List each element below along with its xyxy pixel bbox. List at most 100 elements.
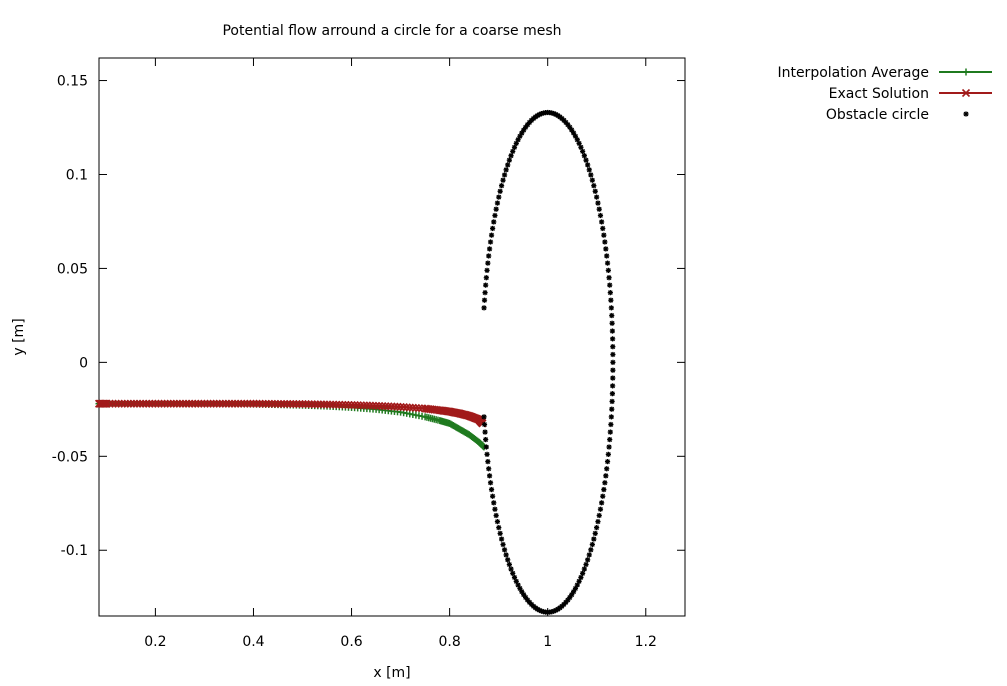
x-tick-label: 1 — [543, 634, 552, 650]
y-tick-label: 0.15 — [57, 74, 88, 90]
data-point — [497, 188, 503, 194]
data-point — [249, 399, 258, 408]
data-point — [194, 399, 203, 408]
data-point — [603, 246, 609, 252]
data-point — [492, 506, 498, 512]
data-point — [209, 399, 218, 408]
legend-label: Obstacle circle — [826, 107, 929, 123]
data-point — [602, 239, 608, 245]
y-axis-ticks: 0.15 0.1 0.05 0 -0.05 -0.1 — [52, 74, 685, 559]
data-point — [295, 399, 304, 409]
data-point — [224, 399, 234, 408]
data-point — [267, 399, 276, 408]
data-point — [172, 399, 181, 408]
data-point — [607, 436, 613, 443]
data-point — [151, 399, 160, 408]
data-point — [481, 414, 487, 420]
data-point — [316, 400, 325, 409]
series-layer — [94, 109, 616, 615]
data-point — [595, 200, 601, 206]
data-point — [365, 401, 374, 410]
data-point — [493, 206, 499, 212]
data-point — [604, 260, 611, 266]
data-point — [608, 297, 614, 303]
data-point — [589, 541, 595, 548]
data-point — [609, 328, 616, 334]
data-point — [596, 512, 602, 519]
data-point — [581, 566, 587, 572]
data-point — [286, 399, 295, 409]
data-point — [185, 399, 194, 408]
data-point — [341, 400, 350, 409]
plot-frame — [98, 57, 686, 617]
data-point — [145, 399, 154, 408]
data-point — [610, 359, 616, 365]
data-point — [231, 399, 240, 408]
data-point — [578, 144, 584, 150]
data-point — [482, 429, 488, 435]
data-point — [483, 436, 489, 443]
data-point — [123, 399, 132, 408]
chart-title: Potential flow arround a circle for a co… — [222, 23, 561, 39]
data-point — [148, 399, 157, 408]
data-point — [381, 402, 390, 411]
series-star — [481, 109, 616, 615]
data-point — [505, 557, 511, 563]
y-axis-label: y [m] — [11, 318, 27, 355]
data-point — [503, 552, 509, 558]
data-point — [120, 399, 129, 408]
data-point — [353, 401, 362, 410]
data-point — [258, 399, 267, 408]
data-point — [591, 183, 597, 189]
data-point — [246, 399, 255, 408]
data-point — [252, 399, 261, 408]
data-point — [313, 400, 322, 409]
data-point — [338, 400, 347, 409]
y-tick-label: 0.1 — [66, 167, 88, 183]
data-point — [261, 399, 270, 408]
data-point — [310, 400, 319, 409]
data-point — [496, 525, 502, 531]
data-point — [243, 399, 252, 408]
data-point — [609, 398, 615, 405]
data-point — [496, 194, 502, 200]
data-point — [488, 486, 495, 493]
data-point — [240, 399, 249, 408]
data-point — [493, 512, 499, 519]
data-point — [486, 466, 492, 472]
data-point — [203, 399, 212, 408]
legend-swatch — [939, 88, 992, 98]
data-point — [501, 172, 508, 178]
data-point — [191, 399, 200, 408]
data-point — [609, 391, 616, 397]
data-point — [160, 399, 169, 408]
data-point — [607, 282, 613, 288]
data-point — [500, 177, 506, 183]
data-point — [126, 399, 135, 408]
data-point — [490, 225, 496, 232]
data-point — [483, 275, 489, 281]
data-point — [519, 589, 525, 595]
data-point — [610, 336, 616, 342]
data-point — [490, 493, 496, 499]
data-point — [578, 574, 584, 581]
data-point — [609, 320, 615, 326]
data-point — [483, 444, 489, 450]
data-point — [589, 177, 595, 183]
y-tick-label: -0.1 — [61, 543, 88, 559]
data-point — [154, 399, 163, 408]
data-point — [580, 570, 586, 576]
data-point — [608, 305, 614, 311]
data-point — [605, 267, 611, 273]
data-point — [592, 530, 598, 537]
data-point — [491, 219, 497, 225]
data-point — [609, 406, 615, 412]
data-point — [610, 375, 616, 381]
data-point — [197, 399, 206, 408]
x-axis-label: x [m] — [373, 665, 410, 681]
data-point — [601, 486, 607, 493]
legend-marker — [963, 111, 969, 117]
data-point — [255, 399, 264, 408]
data-point — [264, 399, 273, 408]
data-point — [129, 399, 139, 408]
